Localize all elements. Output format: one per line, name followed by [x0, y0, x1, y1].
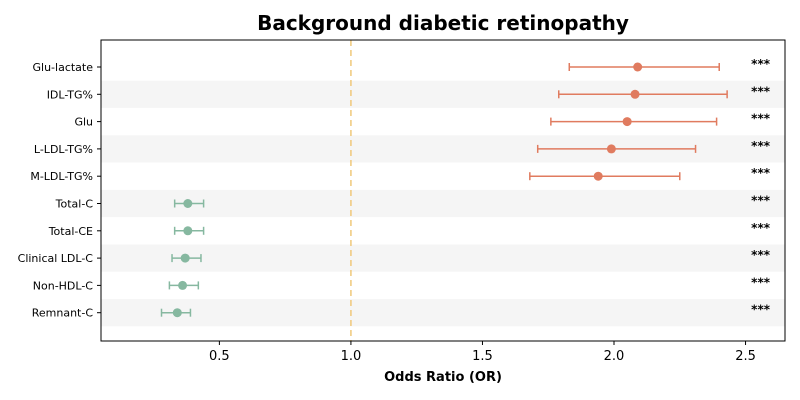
- y-tick-label: Total-CE: [48, 225, 93, 238]
- significance-label: ***: [751, 166, 771, 180]
- row-band: [101, 244, 785, 272]
- x-tick-label: 1.5: [472, 349, 493, 364]
- or-point: [183, 226, 193, 236]
- x-tick-label: 0.5: [209, 349, 230, 364]
- y-tick-label: Glu: [74, 116, 93, 129]
- or-point: [633, 62, 643, 72]
- significance-label: ***: [751, 139, 771, 153]
- y-tick-label: M-LDL-TG%: [30, 170, 93, 183]
- significance-label: ***: [751, 194, 771, 208]
- significance-label: ***: [751, 221, 771, 235]
- data-row: ***: [558, 84, 771, 99]
- or-point: [178, 280, 188, 290]
- data-row: ***: [550, 112, 771, 127]
- or-point: [593, 171, 603, 181]
- significance-label: ***: [751, 248, 771, 262]
- y-tick-label: Total-C: [55, 198, 94, 211]
- y-axis: Glu-lactate IDL-TG% Glu L-LDL-TG% M-LDL-TG% T…: [18, 61, 101, 320]
- data-row: ***: [536, 139, 771, 154]
- data-rows: *** *** *** *** *** *** *** *** *** ***: [160, 57, 771, 318]
- data-row: ***: [173, 194, 771, 208]
- data-row: ***: [160, 303, 771, 318]
- or-point: [180, 253, 190, 263]
- y-tick-label: Clinical LDL-C: [18, 252, 94, 265]
- x-tick-label: 2.0: [604, 349, 625, 364]
- significance-label: ***: [751, 112, 771, 126]
- row-band: [101, 189, 785, 218]
- data-row: ***: [171, 248, 771, 263]
- row-band: [101, 299, 785, 327]
- significance-label: ***: [751, 57, 771, 71]
- data-row: ***: [173, 221, 771, 236]
- data-row: ***: [529, 166, 771, 181]
- significance-label: ***: [751, 84, 771, 98]
- y-tick-label: Non-HDL-C: [33, 279, 94, 292]
- y-tick-label: Remnant-C: [32, 307, 94, 320]
- data-row: ***: [168, 275, 771, 290]
- y-tick-label: L-LDL-TG%: [34, 143, 93, 156]
- or-point: [606, 144, 616, 154]
- y-tick-label: IDL-TG%: [47, 88, 93, 101]
- or-point: [172, 308, 182, 318]
- chart-title: Background diabetic retinopathy: [257, 11, 629, 35]
- significance-label: ***: [751, 303, 771, 317]
- x-tick-label: 1.0: [341, 349, 362, 364]
- x-axis-label: Odds Ratio (OR): [384, 370, 502, 385]
- significance-label: ***: [751, 275, 771, 289]
- or-point: [630, 89, 640, 99]
- plot-frame: [100, 39, 786, 342]
- or-point: [622, 117, 632, 127]
- x-axis: 0.5 1.0 1.5 2.0 2.5: [209, 341, 756, 364]
- data-row: ***: [568, 57, 771, 72]
- y-tick-label: Glu-lactate: [33, 61, 94, 74]
- x-tick-label: 2.5: [735, 349, 756, 364]
- or-point: [183, 199, 193, 208]
